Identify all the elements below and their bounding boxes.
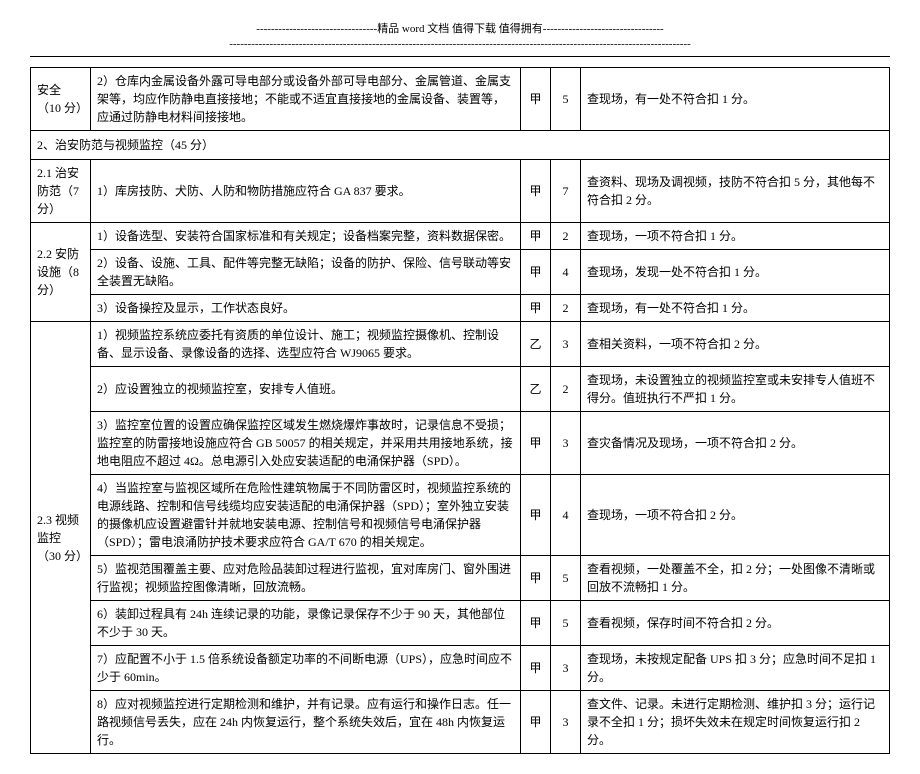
- table-row: 5）监视范围覆盖主要、应对危险品装卸过程进行监视，宜对库房门、窗外围进行监视；视…: [31, 556, 890, 601]
- table-row: 3）监控室位置的设置应确保监控区域发生燃烧爆炸事故时，记录信息不受损；监控室的防…: [31, 412, 890, 475]
- score-cell: 5: [551, 556, 581, 601]
- grade-cell: 甲: [521, 646, 551, 691]
- table-row: 3）设备操控及显示，工作状态良好。甲2查现场，有一处不符合扣 1 分。: [31, 295, 890, 322]
- desc-cell: 5）监视范围覆盖主要、应对危险品装卸过程进行监视，宜对库房门、窗外围进行监视；视…: [91, 556, 521, 601]
- score-cell: 5: [551, 601, 581, 646]
- desc-cell: 1）视频监控系统应委托有资质的单位设计、施工；视频监控摄像机、控制设备、显示设备…: [91, 322, 521, 367]
- table-row: 2.3 视频监控（30 分）1）视频监控系统应委托有资质的单位设计、施工；视频监…: [31, 322, 890, 367]
- note-cell: 查资料、现场及调视频，技防不符合扣 5 分，其他每不符合扣 2 分。: [581, 160, 890, 223]
- score-cell: 4: [551, 250, 581, 295]
- desc-cell: 4）当监控室与监视区域所在危险性建筑物属于不同防雷区时，视频监控系统的电源线路、…: [91, 475, 521, 556]
- note-cell: 查看视频，一处覆盖不全，扣 2 分；一处图像不清晰或回放不流畅扣 1 分。: [581, 556, 890, 601]
- score-cell: 2: [551, 367, 581, 412]
- grade-cell: 乙: [521, 367, 551, 412]
- grade-cell: 甲: [521, 250, 551, 295]
- note-cell: 查现场，一项不符合扣 2 分。: [581, 475, 890, 556]
- header-dash-right: ---------------------------------: [543, 23, 664, 35]
- score-cell: 4: [551, 475, 581, 556]
- table-row: 6）装卸过程具有 24h 连续记录的功能，录像记录保存不少于 90 天，其他部位…: [31, 601, 890, 646]
- note-cell: 查相关资料，一项不符合扣 2 分。: [581, 322, 890, 367]
- note-cell: 查文件、记录。未进行定期检测、维护扣 3 分；运行记录不全扣 1 分；损坏失效未…: [581, 691, 890, 754]
- header-divider: [30, 56, 890, 57]
- grade-cell: 甲: [521, 160, 551, 223]
- score-cell: 3: [551, 412, 581, 475]
- header-title: 精品 word 文档 值得下载 值得拥有: [377, 23, 543, 35]
- score-cell: 3: [551, 691, 581, 754]
- table-row: 7）应配置不小于 1.5 倍系统设备额定功率的不间断电源（UPS），应急时间应不…: [31, 646, 890, 691]
- grade-cell: 甲: [521, 475, 551, 556]
- desc-cell: 7）应配置不小于 1.5 倍系统设备额定功率的不间断电源（UPS），应急时间应不…: [91, 646, 521, 691]
- table-row: 2）应设置独立的视频监控室，安排专人值班。乙2查现场，未设置独立的视频监控室或未…: [31, 367, 890, 412]
- grade-cell: 甲: [521, 691, 551, 754]
- note-cell: 查灾备情况及现场，一项不符合扣 2 分。: [581, 412, 890, 475]
- desc-cell: 2）仓库内金属设备外露可导电部分或设备外部可导电部分、金属管道、金属支架等，均应…: [91, 68, 521, 131]
- category-cell: 2.2 安防设施（8 分）: [31, 223, 91, 322]
- table-row: 4）当监控室与监视区域所在危险性建筑物属于不同防雷区时，视频监控系统的电源线路、…: [31, 475, 890, 556]
- desc-cell: 3）监控室位置的设置应确保监控区域发生燃烧爆炸事故时，记录信息不受损；监控室的防…: [91, 412, 521, 475]
- desc-cell: 6）装卸过程具有 24h 连续记录的功能，录像记录保存不少于 90 天，其他部位…: [91, 601, 521, 646]
- grade-cell: 甲: [521, 295, 551, 322]
- score-cell: 2: [551, 295, 581, 322]
- grade-cell: 甲: [521, 412, 551, 475]
- grade-cell: 甲: [521, 601, 551, 646]
- score-cell: 2: [551, 223, 581, 250]
- section-cell: 2、治安防范与视频监控（45 分）: [31, 131, 890, 160]
- score-cell: 7: [551, 160, 581, 223]
- desc-cell: 2）应设置独立的视频监控室，安排专人值班。: [91, 367, 521, 412]
- desc-cell: 2）设备、设施、工具、配件等完整无缺陷；设备的防护、保险、信号联动等安全装置无缺…: [91, 250, 521, 295]
- table-row: 2）设备、设施、工具、配件等完整无缺陷；设备的防护、保险、信号联动等安全装置无缺…: [31, 250, 890, 295]
- category-cell: 2.3 视频监控（30 分）: [31, 322, 91, 754]
- grade-cell: 甲: [521, 68, 551, 131]
- desc-cell: 1）设备选型、安装符合国家标准和有关规定；设备档案完整，资料数据保密。: [91, 223, 521, 250]
- table-row: 安全（10 分）2）仓库内金属设备外露可导电部分或设备外部可导电部分、金属管道、…: [31, 68, 890, 131]
- desc-cell: 1）库房技防、犬防、人防和物防措施应符合 GA 837 要求。: [91, 160, 521, 223]
- note-cell: 查现场，一项不符合扣 1 分。: [581, 223, 890, 250]
- desc-cell: 3）设备操控及显示，工作状态良好。: [91, 295, 521, 322]
- score-cell: 3: [551, 646, 581, 691]
- note-cell: 查现场，发现一处不符合扣 1 分。: [581, 250, 890, 295]
- category-cell: 安全（10 分）: [31, 68, 91, 131]
- note-cell: 查现场，有一处不符合扣 1 分。: [581, 295, 890, 322]
- header-subdashes: ----------------------------------------…: [30, 38, 890, 50]
- desc-cell: 8）应对视频监控进行定期检测和维护，并有记录。应有运行和操作日志。任一路视频信号…: [91, 691, 521, 754]
- table-row: 2.2 安防设施（8 分）1）设备选型、安装符合国家标准和有关规定；设备档案完整…: [31, 223, 890, 250]
- section-row: 2、治安防范与视频监控（45 分）: [31, 131, 890, 160]
- grade-cell: 乙: [521, 322, 551, 367]
- score-cell: 5: [551, 68, 581, 131]
- category-cell: 2.1 治安防范（7 分）: [31, 160, 91, 223]
- score-cell: 3: [551, 322, 581, 367]
- note-cell: 查看视频，保存时间不符合扣 2 分。: [581, 601, 890, 646]
- table-row: 8）应对视频监控进行定期检测和维护，并有记录。应有运行和操作日志。任一路视频信号…: [31, 691, 890, 754]
- table-row: 2.1 治安防范（7 分）1）库房技防、犬防、人防和物防措施应符合 GA 837…: [31, 160, 890, 223]
- header-dash-left: ---------------------------------: [256, 23, 377, 35]
- grade-cell: 甲: [521, 556, 551, 601]
- note-cell: 查现场，有一处不符合扣 1 分。: [581, 68, 890, 131]
- note-cell: 查现场，未设置独立的视频监控室或未安排专人值班不得分。值班执行不严扣 1 分。: [581, 367, 890, 412]
- note-cell: 查现场，未按规定配备 UPS 扣 3 分；应急时间不足扣 1 分。: [581, 646, 890, 691]
- grade-cell: 甲: [521, 223, 551, 250]
